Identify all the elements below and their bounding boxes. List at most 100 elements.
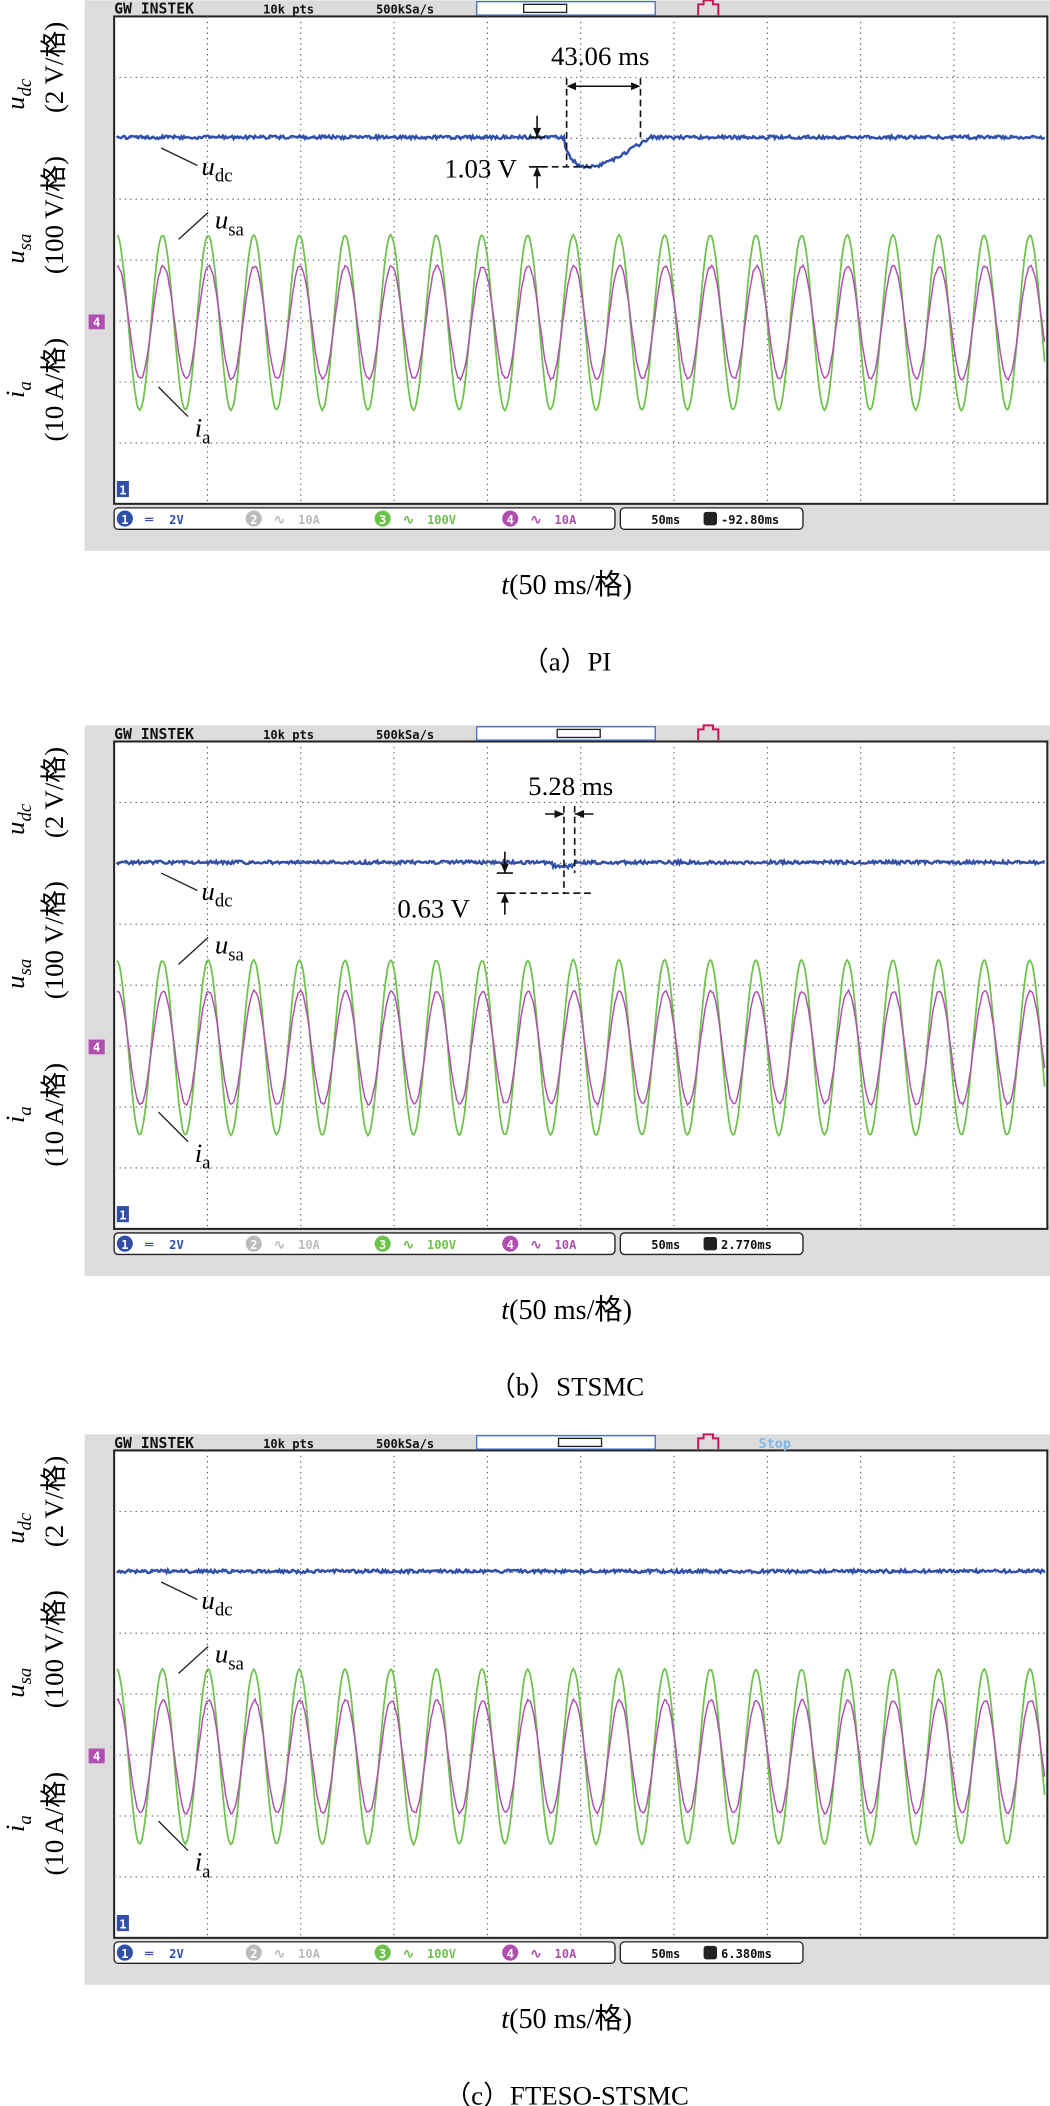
rate: 500kSa/s <box>376 3 434 17</box>
sub: a <box>202 1861 211 1882</box>
leader <box>157 1820 189 1852</box>
leader <box>160 147 198 167</box>
leader <box>160 1581 198 1601</box>
timebase: 50ms <box>651 513 680 527</box>
voltage-annotation: 1.03 V <box>444 154 517 184</box>
channel-scale: 10A <box>555 1238 578 1252</box>
var: u <box>0 96 30 109</box>
channel-number: 1 <box>121 1238 128 1252</box>
var: u <box>215 930 228 960</box>
channel-icon <box>502 1944 519 1961</box>
y-label-scale: (100 V/格) <box>39 881 69 999</box>
trigger-icon <box>697 1433 720 1450</box>
channel-scale: 100V <box>427 1238 456 1252</box>
sub: dc <box>15 78 36 96</box>
h-icon <box>703 511 718 526</box>
var: u <box>201 1585 214 1615</box>
panel: GW INSTEK 10k pts 500kSa/s Stop 4 1 1 ═ 2V 2 ∿ 10A 3… <box>0 1433 1050 2106</box>
channel-icon <box>116 510 133 527</box>
channel-number: 1 <box>121 513 128 527</box>
trace-label: ia <box>195 413 211 449</box>
channel-number: 2 <box>250 1947 257 1961</box>
channel-number: 4 <box>507 1238 514 1252</box>
y-label-scale: (100 V/格) <box>39 1590 69 1708</box>
unit: (50 ms/格) <box>509 1294 632 1326</box>
sub: dc <box>215 891 233 912</box>
trace-label: ia <box>195 1847 211 1883</box>
coupling: ∿ <box>530 513 541 528</box>
usa-trace <box>116 1667 1046 1847</box>
trace-label: udc <box>201 876 232 912</box>
channel-scale: 2V <box>169 1238 184 1252</box>
panel: GW INSTEK 10k pts 500kSa/s 4 1 1 ═ 2V 2 ∿ 10A 3 ∿ 100… <box>0 0 1050 676</box>
y-label-scale: (10 A/格) <box>39 1063 69 1167</box>
coupling: ∿ <box>403 513 414 528</box>
var: i <box>0 1825 30 1832</box>
channel-bar <box>113 1232 616 1256</box>
sub: a <box>15 1815 36 1824</box>
channel-icon <box>502 1235 519 1252</box>
leader <box>178 211 209 240</box>
channel-number: 1 <box>121 1947 128 1961</box>
status: Stop <box>759 1437 791 1452</box>
y-label-var: ia <box>0 381 36 398</box>
coupling: ∿ <box>403 1947 414 1962</box>
channel-scale: 10A <box>298 513 321 527</box>
leader <box>157 386 189 418</box>
sub: a <box>202 1152 211 1173</box>
trace-label: ia <box>195 1138 211 1174</box>
channel-scale: 2V <box>169 1947 184 1961</box>
marker-box <box>116 1915 129 1932</box>
channel-number: 2 <box>250 1238 257 1252</box>
sub: dc <box>15 803 36 821</box>
x-label: t(50 ms/格) <box>501 2003 632 2035</box>
y-label-scale: (2 V/格) <box>39 1456 69 1547</box>
marker: 1 <box>119 1917 126 1931</box>
marker: 4 <box>93 1041 100 1055</box>
var: i <box>0 391 30 398</box>
channel-icon <box>245 1235 262 1252</box>
channel-icon <box>245 510 262 527</box>
x-label: t(50 ms/格) <box>501 1294 632 1326</box>
rate: 500kSa/s <box>376 728 434 742</box>
channel-number: 3 <box>379 513 386 527</box>
coupling: ∿ <box>274 513 285 528</box>
var: u <box>201 876 214 906</box>
var: u <box>215 1639 228 1669</box>
var: u <box>201 151 214 181</box>
coupling: ═ <box>144 1947 154 1962</box>
channel-icon <box>245 1944 262 1961</box>
var: i <box>195 413 202 443</box>
sub: a <box>202 427 211 448</box>
sub: sa <box>15 959 36 976</box>
channel-number: 3 <box>379 1238 386 1252</box>
sub: sa <box>15 234 36 251</box>
var: t <box>501 570 510 601</box>
leader <box>160 872 198 892</box>
trace-label: usa <box>215 930 245 966</box>
trace-label: usa <box>215 205 245 241</box>
offset: -92.80ms <box>721 513 779 527</box>
marker-box <box>116 481 129 498</box>
channel-scale: 2V <box>169 513 184 527</box>
var: i <box>0 1116 30 1123</box>
channel-scale: 10A <box>555 513 578 527</box>
udc-trace <box>116 1566 1046 1576</box>
var: i <box>195 1847 202 1877</box>
channel-bar <box>113 1941 616 1965</box>
y-label-var: ia <box>0 1106 36 1123</box>
trace-label: udc <box>201 151 232 187</box>
y-label-scale: (2 V/格) <box>39 747 69 838</box>
ia-trace <box>116 1697 1046 1815</box>
sub: sa <box>15 1668 36 1685</box>
memory-bar <box>475 1435 656 1450</box>
arrowhead <box>554 809 585 819</box>
channel-icon <box>374 1235 391 1252</box>
channel-bar <box>113 507 616 531</box>
y-label-scale: (10 A/格) <box>39 338 69 442</box>
caption: （b）STSMC <box>489 1371 644 1401</box>
y-label-scale: (100 V/格) <box>39 156 69 274</box>
arrowhead <box>500 863 509 903</box>
panel: GW INSTEK 10k pts 500kSa/s 4 1 1 ═ 2V 2 ∿ 10A 3 ∿ 100… <box>0 724 1050 1401</box>
trigger-icon <box>697 724 720 741</box>
